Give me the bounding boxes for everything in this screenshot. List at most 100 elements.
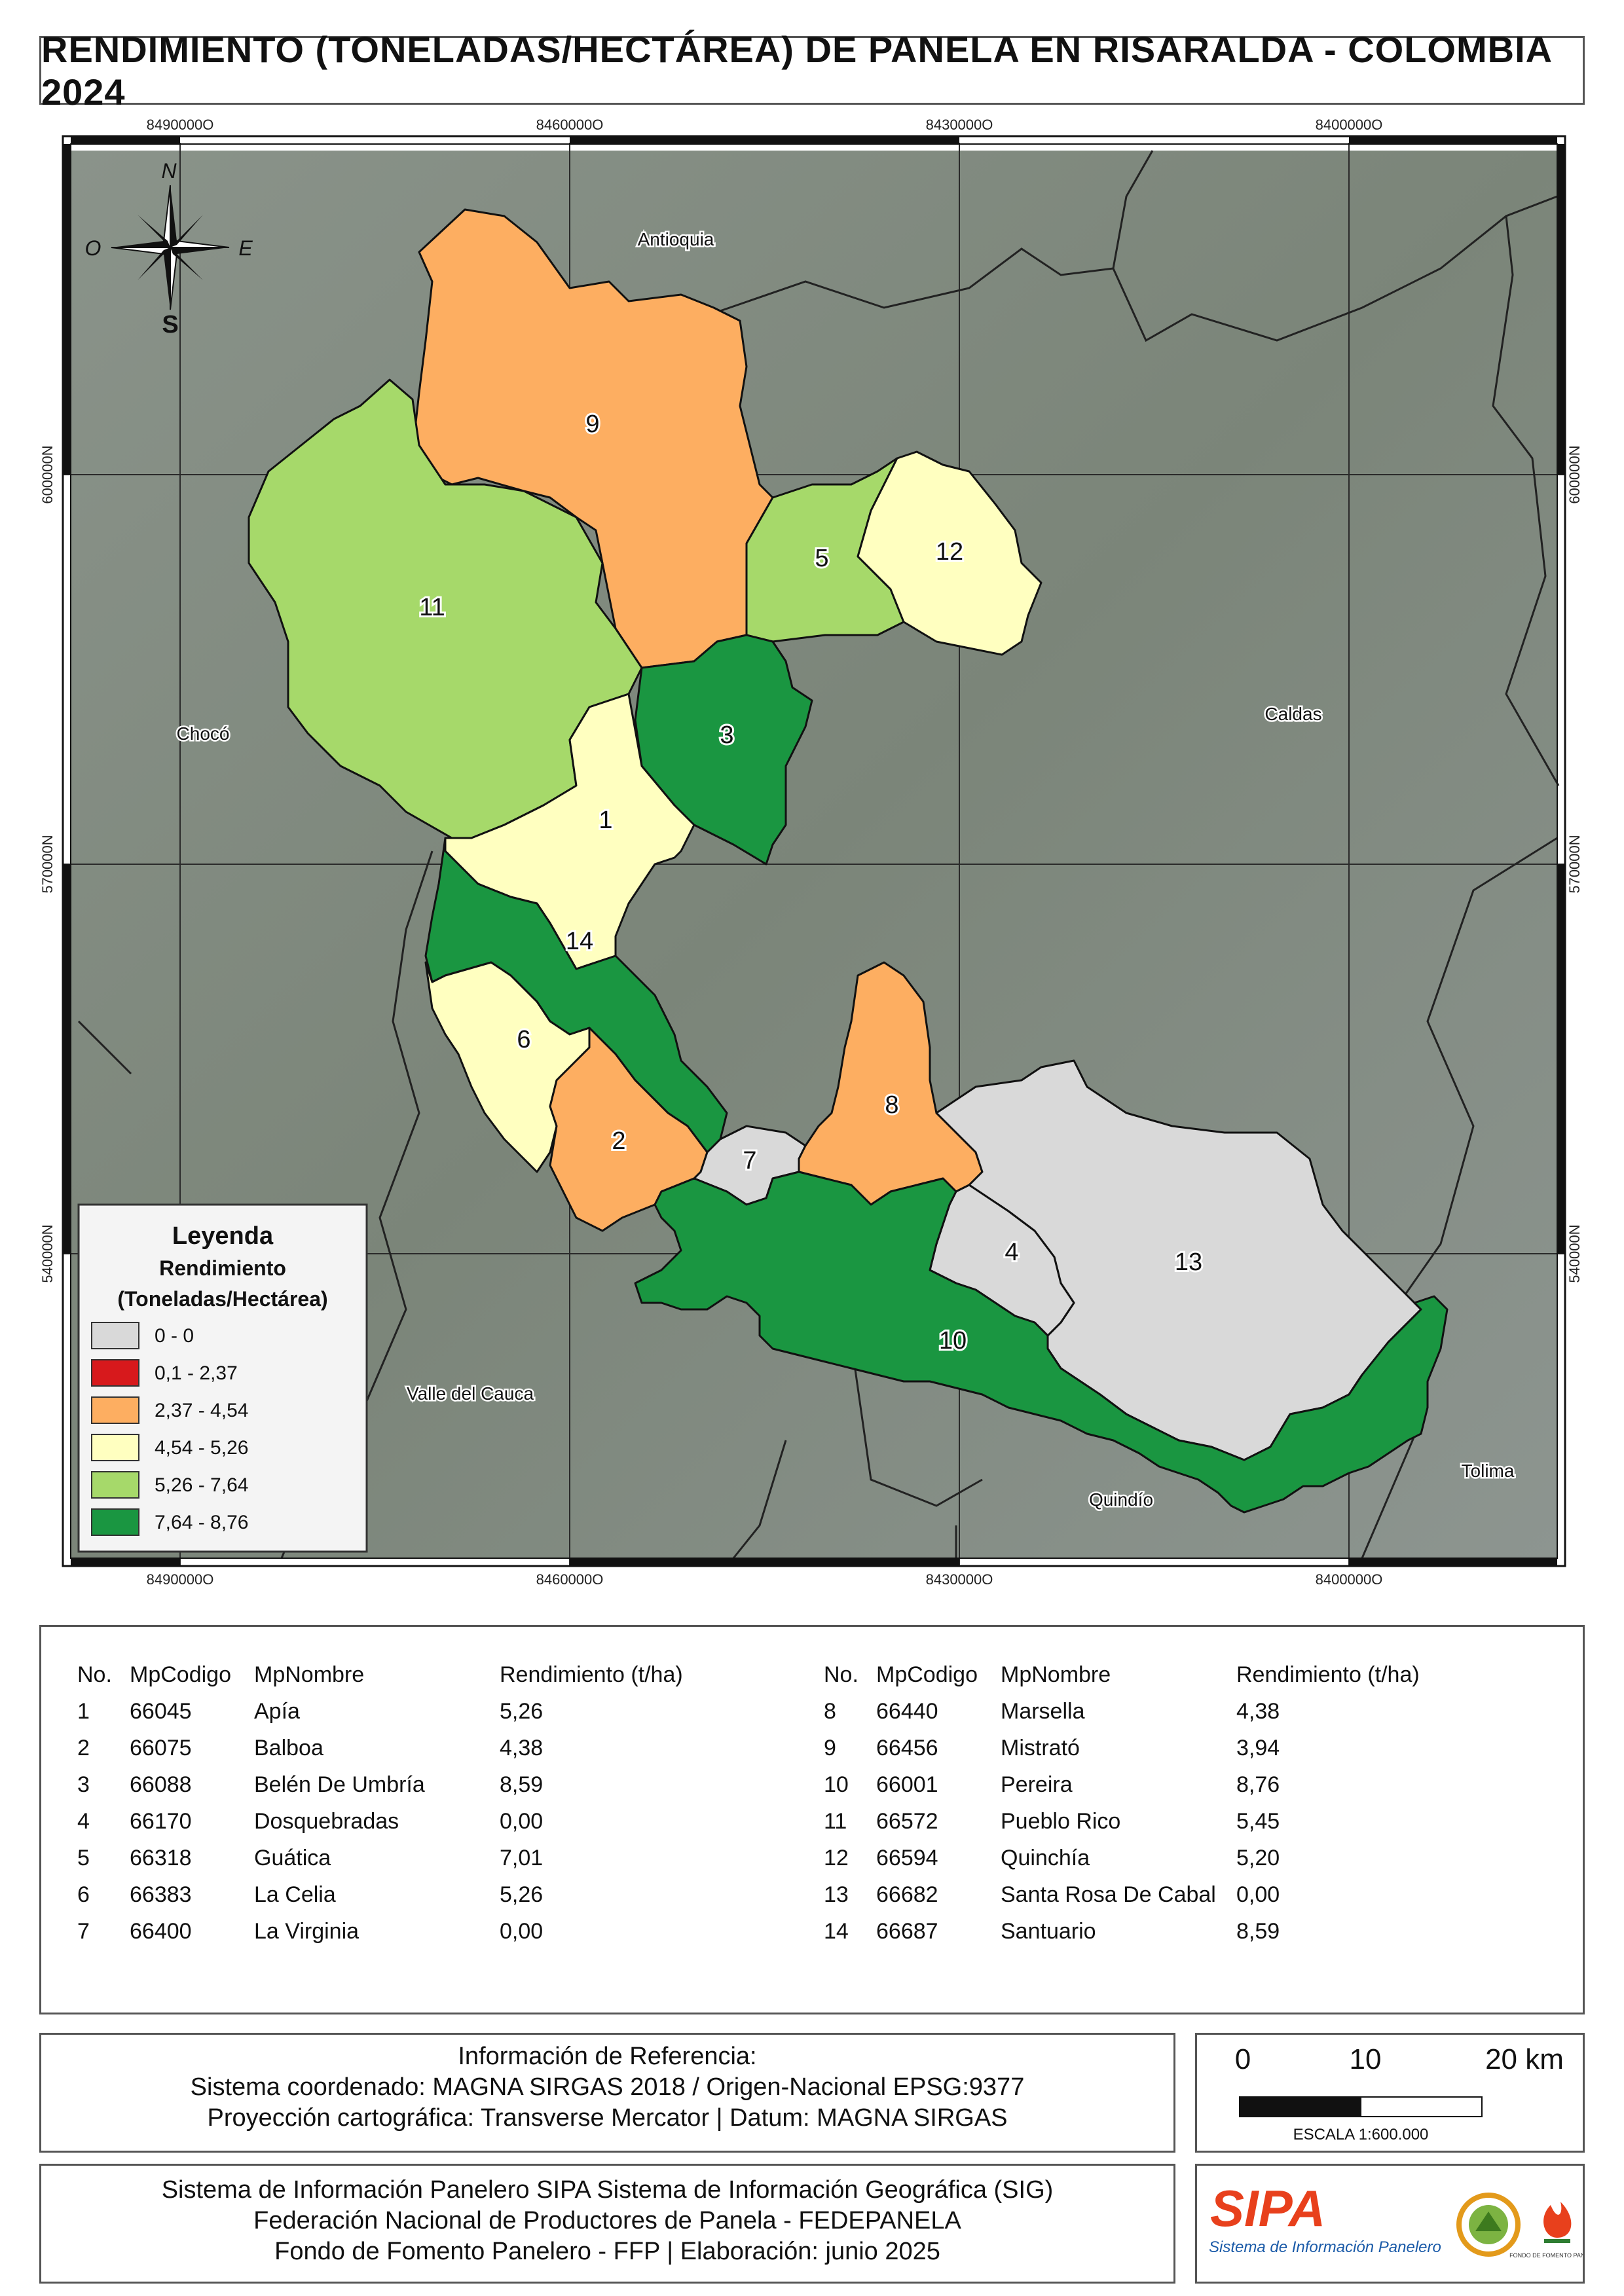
label-2: 2 bbox=[612, 1127, 625, 1155]
reference-line-3: Proyección cartográfica: Transverse Merc… bbox=[207, 2104, 1008, 2132]
title-box: RENDIMIENTO (TONELADAS/HECTÁREA) DE PANE… bbox=[39, 29, 1585, 113]
table-row: 4 66170 Dosquebradas 0,00 bbox=[77, 1803, 784, 1840]
municipalities bbox=[248, 208, 1449, 1514]
table-row: 5 66318 Guática 7,01 bbox=[77, 1840, 784, 1876]
scale-label-0: 0 bbox=[1235, 2043, 1251, 2075]
label-8: 8 bbox=[885, 1091, 898, 1119]
label-1: 1 bbox=[599, 807, 612, 834]
row-mpnombre: Belén De Umbría bbox=[254, 1772, 425, 1797]
row-rendimiento: 4,38 bbox=[1236, 1699, 1280, 1724]
footer-line-1: Sistema de Información Panelero SIPA Sis… bbox=[161, 2176, 1054, 2204]
row-mpnombre: Balboa bbox=[254, 1736, 323, 1760]
legend-subtitle-2: (Toneladas/Hectárea) bbox=[117, 1287, 327, 1311]
table-row: 12 66594 Quinchía 5,20 bbox=[824, 1840, 1544, 1876]
header-mpnombre: MpNombre bbox=[1001, 1662, 1111, 1687]
table-row: 11 66572 Pueblo Rico 5,45 bbox=[824, 1803, 1544, 1840]
logos-box: SIPA Sistema de Información Panelero FON… bbox=[1195, 2164, 1605, 2284]
row-mpnombre: La Virginia bbox=[254, 1919, 360, 1944]
table-row: 6 66383 La Celia 5,26 bbox=[77, 1876, 784, 1913]
legend-swatch bbox=[91, 1434, 139, 1461]
header-mpcodigo: MpCodigo bbox=[876, 1662, 978, 1687]
compass-east-label: E bbox=[238, 236, 253, 260]
row-no: 1 bbox=[77, 1699, 90, 1724]
coord-left-2: 570000N bbox=[39, 835, 56, 893]
legend-swatch bbox=[91, 1508, 139, 1536]
footer-line-2: Federación Nacional de Productores de Pa… bbox=[253, 2207, 961, 2234]
row-mpcodigo: 66440 bbox=[876, 1699, 938, 1724]
row-mpcodigo: 66572 bbox=[876, 1809, 938, 1834]
label-4: 4 bbox=[1005, 1239, 1018, 1266]
table-header-left: No. MpCodigo MpNombre Rendimiento (t/ha) bbox=[77, 1656, 784, 1693]
header-no: No. bbox=[77, 1662, 112, 1687]
region-tolima: Tolima bbox=[1462, 1461, 1515, 1481]
legend-subtitle-1: Rendimiento bbox=[159, 1256, 286, 1280]
row-no: 2 bbox=[77, 1736, 90, 1760]
scale-bar: 0 10 20 km ESCALA 1:600.000 bbox=[1235, 2043, 1564, 2143]
region-labels: Antioquia Chocó Caldas Valle del Cauca Q… bbox=[175, 228, 1516, 1512]
coord-bottom-2: 8460000O bbox=[536, 1571, 604, 1588]
map-border bbox=[62, 135, 1566, 1567]
header-mpcodigo: MpCodigo bbox=[130, 1662, 231, 1687]
row-mpnombre: Quinchía bbox=[1001, 1846, 1090, 1870]
row-mpcodigo: 66456 bbox=[876, 1736, 938, 1760]
row-no: 13 bbox=[824, 1882, 849, 1907]
row-no: 7 bbox=[77, 1919, 90, 1944]
header-rendimiento: Rendimiento (t/ha) bbox=[500, 1662, 683, 1687]
label-12: 12 bbox=[936, 538, 963, 566]
sipa-logo: SIPA bbox=[1210, 2179, 1325, 2237]
label-13: 13 bbox=[1175, 1248, 1202, 1276]
municipality-2-balboa bbox=[549, 1027, 709, 1232]
scale-label-20: 20 km bbox=[1485, 2043, 1564, 2075]
row-mpnombre: Marsella bbox=[1001, 1699, 1085, 1724]
map-title: RENDIMIENTO (TONELADAS/HECTÁREA) DE PANE… bbox=[41, 28, 1551, 113]
legend-class-label: 2,37 - 4,54 bbox=[155, 1400, 248, 1421]
coord-left-1: 600000N bbox=[39, 445, 56, 503]
row-no: 3 bbox=[77, 1772, 90, 1797]
sipa-logo-subtitle: Sistema de Información Panelero bbox=[1209, 2238, 1441, 2256]
region-quindio: Quindío bbox=[1089, 1489, 1153, 1510]
label-14: 14 bbox=[566, 928, 593, 955]
logos: SIPA Sistema de Información Panelero FON… bbox=[1209, 2179, 1605, 2259]
municipality-12-quinchia bbox=[857, 450, 1043, 656]
legend-class-label: 0,1 - 2,37 bbox=[155, 1362, 238, 1384]
legend-swatch bbox=[91, 1322, 139, 1349]
row-mpcodigo: 66594 bbox=[876, 1846, 938, 1870]
row-mpcodigo: 66045 bbox=[130, 1699, 192, 1724]
label-3: 3 bbox=[720, 721, 733, 749]
row-no: 14 bbox=[824, 1919, 849, 1944]
department-borders bbox=[77, 150, 1560, 1559]
coord-bottom-4: 8400000O bbox=[1316, 1571, 1383, 1588]
region-choco: Chocó bbox=[177, 723, 230, 744]
legend-swatch bbox=[91, 1359, 139, 1387]
row-mpnombre: La Celia bbox=[254, 1882, 336, 1907]
row-mpnombre: Dosquebradas bbox=[254, 1809, 399, 1834]
header-mpnombre: MpNombre bbox=[254, 1662, 365, 1687]
table-row: 7 66400 La Virginia 0,00 bbox=[77, 1913, 784, 1950]
row-no: 8 bbox=[824, 1699, 836, 1724]
reference-line-2: Sistema coordenado: MAGNA SIRGAS 2018 / … bbox=[190, 2073, 1025, 2101]
coord-bottom-3: 8430000O bbox=[926, 1571, 993, 1588]
coord-right-2: 570000N bbox=[1566, 835, 1583, 893]
municipality-labels: 1 2 3 4 5 6 7 8 9 10 11 12 13 14 bbox=[417, 409, 1204, 1357]
table-row: 2 66075 Balboa 4,38 bbox=[77, 1730, 784, 1766]
row-rendimiento: 8,59 bbox=[500, 1772, 544, 1797]
table-row: 10 66001 Pereira 8,76 bbox=[824, 1766, 1544, 1803]
row-mpcodigo: 66170 bbox=[130, 1809, 192, 1834]
municipality-10-pereira bbox=[634, 1171, 1449, 1514]
fedepanela-logo bbox=[1456, 2193, 1521, 2257]
legend-class-label: 4,54 - 5,26 bbox=[155, 1437, 248, 1459]
table-row: 1 66045 Apía 5,26 bbox=[77, 1693, 784, 1730]
row-mpcodigo: 66001 bbox=[876, 1772, 938, 1797]
row-mpnombre: Santa Rosa De Cabal bbox=[1001, 1882, 1216, 1907]
ffp-logo: FONDO DE FOMENTO PANELERO bbox=[1509, 2202, 1605, 2259]
row-mpnombre: Apía bbox=[254, 1699, 300, 1724]
coord-right-3: 540000N bbox=[1566, 1224, 1583, 1283]
ffp-logo-text: FONDO DE FOMENTO PANELERO bbox=[1509, 2252, 1583, 2259]
row-mpcodigo: 66075 bbox=[130, 1736, 192, 1760]
row-mpcodigo: 66318 bbox=[130, 1846, 192, 1870]
coord-top-4: 8400000O bbox=[1316, 117, 1383, 133]
attribute-table: No. MpCodigo MpNombre Rendimiento (t/ha)… bbox=[39, 1625, 1585, 2014]
row-mpnombre: Guática bbox=[254, 1846, 331, 1870]
row-rendimiento: 5,26 bbox=[500, 1699, 544, 1724]
row-rendimiento: 0,00 bbox=[500, 1919, 544, 1944]
